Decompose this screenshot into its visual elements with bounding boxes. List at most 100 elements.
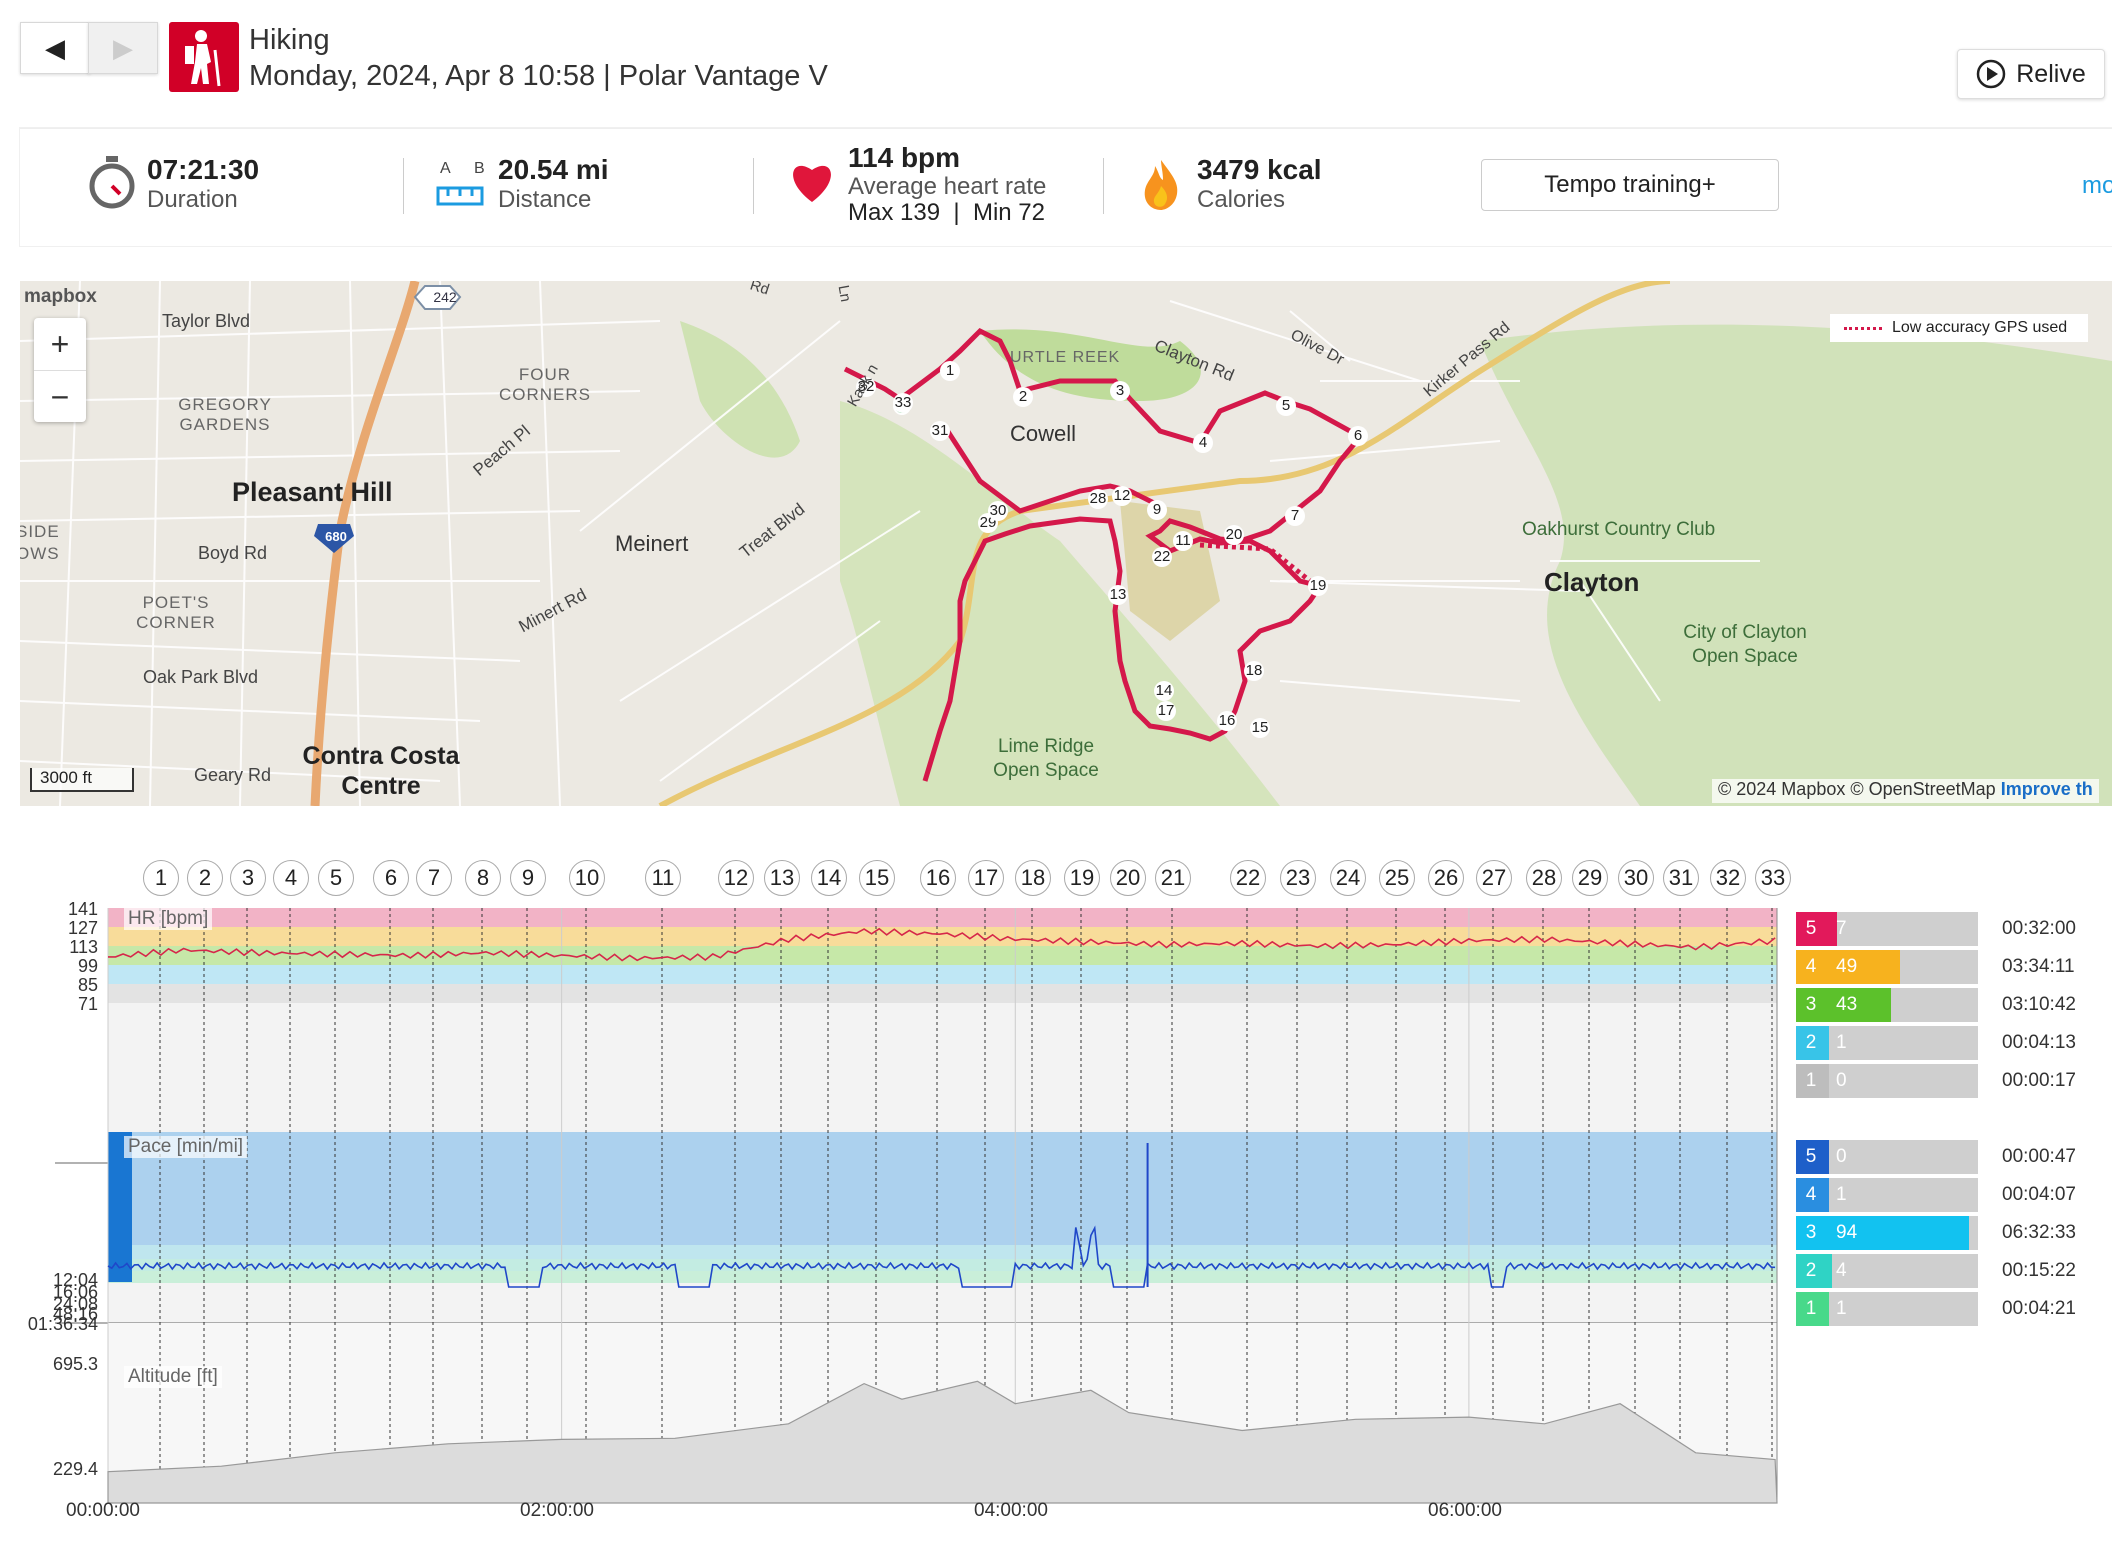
zone-number: 3 (1796, 1216, 1826, 1250)
route-map[interactable]: 1 2 3 4 5 6 7 9 11 12 13 14 15 16 17 18 … (20, 281, 2112, 806)
zone-bar-fill (1826, 912, 1837, 946)
training-benefit-button[interactable]: Tempo training+ (1481, 159, 1779, 211)
route-marker[interactable]: 31 (930, 421, 950, 441)
pace-tick: 12:04 (52, 1270, 98, 1290)
distance-value: 20.54 mi (498, 154, 609, 185)
lap-marker[interactable]: 14 (811, 860, 847, 896)
pace-line (107, 1225, 1776, 1288)
map-label: 680 (325, 529, 347, 544)
lap-marker[interactable]: 30 (1618, 860, 1654, 896)
zone-bar-track (1826, 1140, 1978, 1174)
route-marker[interactable]: 13 (1108, 585, 1128, 605)
pace-tick: 16:06 (52, 1282, 98, 1302)
route-marker[interactable]: 6 (1348, 426, 1368, 446)
lap-marker[interactable]: 26 (1428, 860, 1464, 896)
map-label: Oakhurst Country Club (1522, 519, 1716, 540)
heart-icon (788, 160, 836, 209)
route-marker[interactable]: 30 (988, 501, 1008, 521)
lap-marker[interactable]: 5 (318, 860, 354, 896)
hr-zone-band (108, 927, 1777, 946)
lap-marker[interactable]: 31 (1663, 860, 1699, 896)
pace-tick: 01:36:34 (27, 1314, 98, 1334)
lap-marker[interactable]: 32 (1710, 860, 1746, 896)
route-marker[interactable]: 4 (1193, 433, 1213, 453)
divider (1103, 158, 1104, 214)
zoom-out-button[interactable]: − (50, 378, 70, 415)
route-marker[interactable]: 2 (1013, 387, 1033, 407)
improve-map-link[interactable]: Improve th (2000, 779, 2093, 799)
lap-marker[interactable]: 16 (920, 860, 956, 896)
route-marker[interactable]: 28 (1088, 489, 1108, 509)
lap-marker[interactable]: 13 (764, 860, 800, 896)
route-marker[interactable]: 32 (856, 377, 876, 397)
route-marker[interactable]: 1 (940, 361, 960, 381)
route-marker[interactable]: 14 (1154, 681, 1174, 701)
lap-marker[interactable]: 1 (143, 860, 179, 896)
zone-bar-fill (1826, 1292, 1829, 1326)
zone-number: 1 (1796, 1292, 1826, 1326)
lap-marker[interactable]: 28 (1526, 860, 1562, 896)
activity-chart[interactable] (0, 843, 2112, 1543)
time-tick: 02:00:00 (520, 1500, 594, 1521)
route-marker[interactable]: 19 (1308, 576, 1328, 596)
zone-bar-track (1826, 1026, 1978, 1060)
map-label: Meinert (615, 531, 689, 556)
previous-button[interactable]: ◀ (20, 22, 90, 74)
lap-marker[interactable]: 17 (968, 860, 1004, 896)
route-marker[interactable]: 5 (1276, 396, 1296, 416)
zone-time: 00:32:00 (2002, 918, 2076, 939)
lap-marker[interactable]: 27 (1476, 860, 1512, 896)
pace-zone-band (108, 1132, 1777, 1245)
lap-marker[interactable]: 3 (230, 860, 266, 896)
lap-marker[interactable]: 12 (718, 860, 754, 896)
zoom-in-button[interactable]: + (34, 318, 86, 371)
lap-marker[interactable]: 33 (1755, 860, 1791, 896)
route-marker[interactable]: 7 (1285, 506, 1305, 526)
route-marker[interactable]: 22 (1152, 547, 1172, 567)
map-label: URTLE REEK (1010, 349, 1121, 366)
relive-button[interactable]: Relive (1957, 49, 2105, 99)
lap-marker[interactable]: 2 (187, 860, 223, 896)
lap-marker[interactable]: 21 (1155, 860, 1191, 896)
lap-marker[interactable]: 9 (510, 860, 546, 896)
lap-marker[interactable]: 10 (569, 860, 605, 896)
zone-bar-fill (1826, 1178, 1829, 1212)
lap-marker[interactable]: 6 (373, 860, 409, 896)
lap-marker[interactable]: 25 (1379, 860, 1415, 896)
attribution-text: © 2024 Mapbox © OpenStreetMap (1718, 779, 1996, 799)
lap-marker[interactable]: 19 (1064, 860, 1100, 896)
zone-bar-fill (1826, 1026, 1829, 1060)
lap-marker[interactable]: 22 (1230, 860, 1266, 896)
route-marker[interactable]: 3 (1110, 381, 1130, 401)
route-marker[interactable]: 12 (1112, 486, 1132, 506)
zone-time: 03:34:11 (2002, 956, 2075, 977)
zone-percent: 4 % (1836, 1260, 1853, 1315)
next-button[interactable]: ▶ (88, 22, 158, 74)
route-marker[interactable]: 17 (1156, 701, 1176, 721)
lap-marker[interactable]: 4 (273, 860, 309, 896)
route-marker[interactable]: 9 (1147, 500, 1167, 520)
route-marker[interactable]: 16 (1217, 711, 1237, 731)
lap-marker[interactable]: 20 (1110, 860, 1146, 896)
lap-marker[interactable]: 18 (1015, 860, 1051, 896)
route-marker[interactable]: 20 (1224, 525, 1244, 545)
route-marker[interactable]: 11 (1173, 531, 1193, 551)
route-marker[interactable]: 33 (893, 393, 913, 413)
lap-marker[interactable]: 7 (416, 860, 452, 896)
zone-bar-track (1826, 1178, 1978, 1212)
lap-marker[interactable]: 29 (1572, 860, 1608, 896)
map-label: Ln (834, 283, 855, 304)
lap-marker[interactable]: 11 (645, 860, 681, 896)
lap-marker[interactable]: 23 (1280, 860, 1316, 896)
zone-number: 4 (1796, 950, 1826, 984)
lap-marker[interactable]: 15 (859, 860, 895, 896)
lap-marker[interactable]: 8 (465, 860, 501, 896)
hr-tick: 113 (69, 937, 98, 957)
more-link[interactable]: mo (2082, 172, 2112, 199)
zone-percent: 7 % (1836, 918, 1853, 973)
route-marker[interactable]: 18 (1244, 661, 1264, 681)
pace-chart-title: Pace [min/mi] (124, 1136, 248, 1158)
route-marker[interactable]: 15 (1250, 718, 1270, 738)
avg-hr-label: Average heart rate (848, 173, 1047, 200)
lap-marker[interactable]: 24 (1330, 860, 1366, 896)
